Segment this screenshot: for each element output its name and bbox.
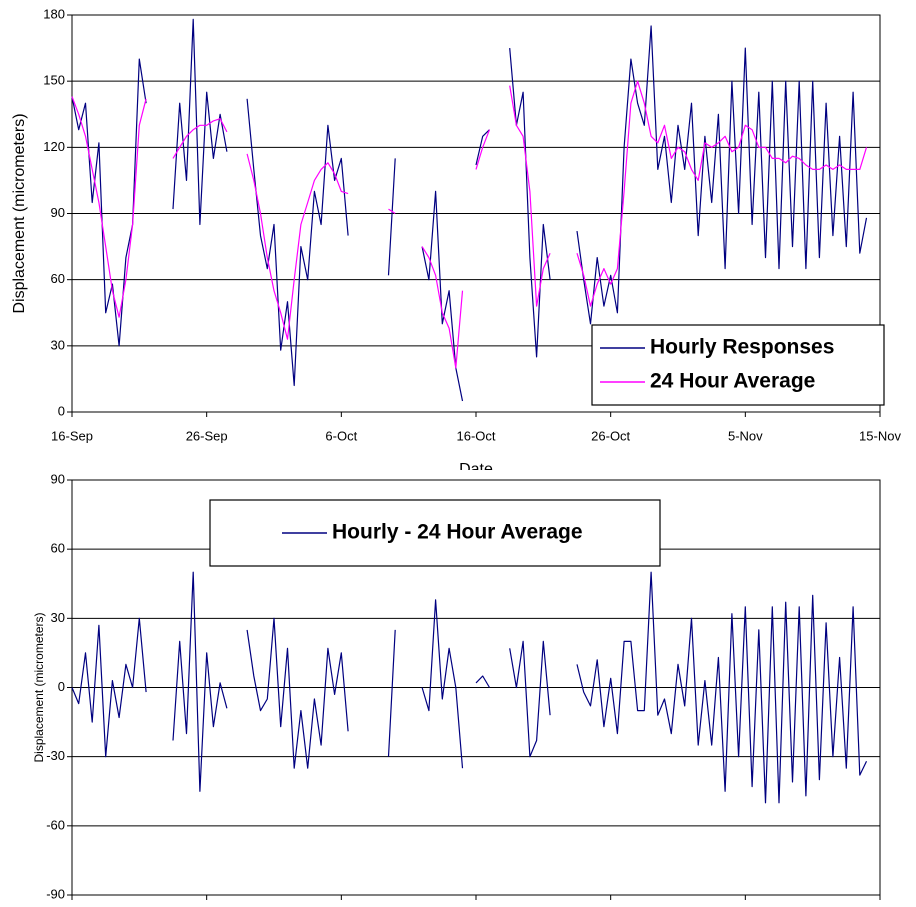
x-tick-label: 5-Nov [728,428,763,443]
y-tick-label: 0 [58,679,65,694]
series-line [71,18,868,402]
x-tick-label: 15-Nov [859,428,901,443]
y-tick-label: -90 [46,886,65,901]
y-tick-label: -30 [46,748,65,763]
legend-label: Hourly Responses [650,336,834,359]
y-axis-label: Displacement (micrometers) [11,113,28,313]
y-tick-label: 60 [51,541,65,556]
legend-label: Hourly - 24 Hour Average [332,521,583,544]
x-tick-label: 16-Sep [51,428,93,443]
y-tick-label: -60 [46,817,65,832]
series-line [71,571,868,804]
y-tick-label: 150 [43,73,65,88]
y-tick-label: 30 [51,337,65,352]
y-axis-label: Displacement (micrometers) [32,612,46,762]
y-tick-label: 90 [51,471,65,486]
legend-box [591,324,885,406]
x-tick-label: 16-Oct [456,428,495,443]
x-tick-label: 26-Sep [186,428,228,443]
y-tick-label: 0 [58,403,65,418]
y-tick-label: 120 [43,139,65,154]
series-line [71,80,868,369]
x-tick-label: 26-Oct [591,428,630,443]
x-tick-label: 6-Oct [325,428,357,443]
y-tick-label: 30 [51,610,65,625]
y-tick-label: 90 [51,205,65,220]
y-tick-label: 180 [43,6,65,21]
legend-label: 24 Hour Average [650,370,815,393]
y-tick-label: 60 [51,271,65,286]
